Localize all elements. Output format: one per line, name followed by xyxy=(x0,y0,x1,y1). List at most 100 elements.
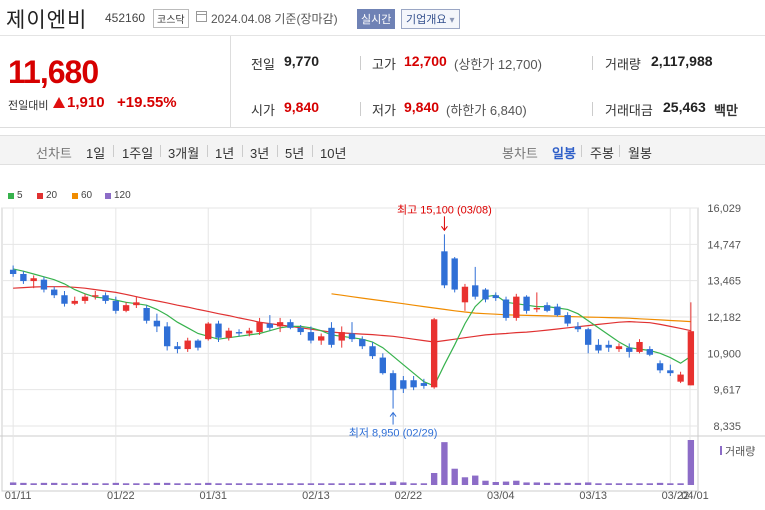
candle-body xyxy=(441,251,448,286)
period-1y[interactable]: 1년 xyxy=(215,146,235,161)
candle-body xyxy=(318,336,325,341)
y-tick-label: 10,900 xyxy=(707,348,741,360)
x-tick-label: 03/13 xyxy=(579,490,607,502)
line-chart-label: 선차트 xyxy=(36,146,72,161)
period-divider xyxy=(619,145,620,157)
volume-bar xyxy=(461,477,469,485)
period-3m[interactable]: 3개월 xyxy=(168,146,200,161)
candle-body xyxy=(687,331,695,386)
volume-bar xyxy=(646,483,653,485)
period-divider xyxy=(113,145,114,157)
candle-body xyxy=(9,269,17,274)
candle-body xyxy=(430,319,438,388)
volume-label: 거래량 xyxy=(605,57,641,72)
candle-body xyxy=(502,299,510,318)
stock-name: 제이엔비 xyxy=(6,9,88,32)
volume-bar xyxy=(389,481,397,485)
low-arrow-icon xyxy=(389,411,397,417)
volume-bar xyxy=(30,483,37,485)
period-1w[interactable]: 1주일 xyxy=(122,146,154,161)
volume-bar xyxy=(359,483,366,485)
candle-weekly[interactable]: 주봉 xyxy=(590,146,614,161)
candle-body xyxy=(102,295,109,301)
candle-body xyxy=(389,373,397,391)
volume-bar xyxy=(626,483,633,485)
period-divider xyxy=(160,145,161,157)
volume-bar xyxy=(472,475,479,485)
amount-label: 거래대금 xyxy=(605,103,653,118)
volume-bar xyxy=(492,482,499,485)
candle-body xyxy=(492,295,499,299)
plot-frame xyxy=(1,207,699,492)
x-tick-label: 04/01 xyxy=(681,490,709,502)
volume-bar xyxy=(595,483,602,485)
volume-bar xyxy=(420,483,428,485)
volume-bar xyxy=(482,480,489,485)
volume-bar xyxy=(143,483,150,485)
period-divider xyxy=(207,145,208,157)
candle-chart-label: 봉차트 xyxy=(502,146,538,161)
volume-label-swatch xyxy=(720,446,722,455)
volume-bar xyxy=(153,482,161,485)
prev-close-label: 전일 xyxy=(251,57,275,72)
period-10y[interactable]: 10년 xyxy=(320,146,347,161)
current-price: 11,680 xyxy=(8,54,99,90)
candle-body xyxy=(194,340,202,348)
y-tick-label: 12,182 xyxy=(707,312,741,324)
period-5y[interactable]: 5년 xyxy=(285,146,305,161)
legend-swatch-5 xyxy=(8,193,14,199)
candle-body xyxy=(112,300,120,311)
volume-bar xyxy=(184,483,191,485)
high-value: 12,700 xyxy=(404,53,447,69)
candle-body xyxy=(359,339,366,347)
y-tick-label: 14,747 xyxy=(707,239,741,251)
amount-value: 25,463 xyxy=(663,99,706,115)
period-3y[interactable]: 3년 xyxy=(250,146,270,161)
legend-swatch-60 xyxy=(72,193,78,199)
volume-bar xyxy=(502,481,510,485)
candle-body xyxy=(163,326,171,347)
column-divider xyxy=(592,102,593,116)
volume-bar xyxy=(20,482,27,485)
y-tick-label: 16,029 xyxy=(707,203,741,215)
volume-bar xyxy=(677,483,684,485)
candle-daily[interactable]: 일봉 xyxy=(552,146,576,161)
x-tick-label: 01/31 xyxy=(199,490,227,502)
volume-bar xyxy=(194,483,202,485)
column-divider xyxy=(592,56,593,70)
volume-bar xyxy=(318,483,325,485)
legend-20: 20 xyxy=(46,190,58,201)
volume-bar xyxy=(102,483,109,485)
volume-bar xyxy=(533,482,541,485)
y-tick-label: 13,465 xyxy=(707,276,741,288)
candle-monthly[interactable]: 월봉 xyxy=(628,146,652,161)
candle-body xyxy=(30,278,37,282)
x-tick-label: 01/22 xyxy=(107,490,135,502)
chevron-down-icon: ▾ xyxy=(449,15,455,26)
candle-body xyxy=(235,332,243,334)
volume-bar xyxy=(205,482,212,485)
company-info-dropdown[interactable]: 기업개요 ▾ xyxy=(401,9,460,29)
summary-divider xyxy=(230,36,231,128)
volume-bar xyxy=(71,483,78,485)
candlestick-chart: 16,029 14,747 13,465 12,182 10,900 9,617 8,335… xyxy=(0,203,765,502)
volume-bar xyxy=(40,482,48,485)
volume-bar xyxy=(307,483,315,485)
volume-bar xyxy=(605,483,612,485)
realtime-button[interactable]: 실시간 xyxy=(357,9,396,29)
legend-120: 120 xyxy=(114,190,131,201)
candle-body xyxy=(626,347,633,352)
volume-bar xyxy=(615,483,623,485)
volume-bar xyxy=(441,442,448,485)
period-1d[interactable]: 1일 xyxy=(86,146,106,161)
candle-body xyxy=(646,349,653,355)
column-divider xyxy=(360,102,361,116)
change-percent: +19.55% xyxy=(117,94,177,111)
candle-body xyxy=(636,341,643,352)
volume-bar xyxy=(287,483,294,485)
upper-limit: (상한가 12,700) xyxy=(454,57,542,72)
volume-bar xyxy=(430,473,438,485)
volume-bar xyxy=(574,482,582,485)
candle-body xyxy=(472,285,479,297)
market-badge: 코스닥 xyxy=(153,9,189,28)
